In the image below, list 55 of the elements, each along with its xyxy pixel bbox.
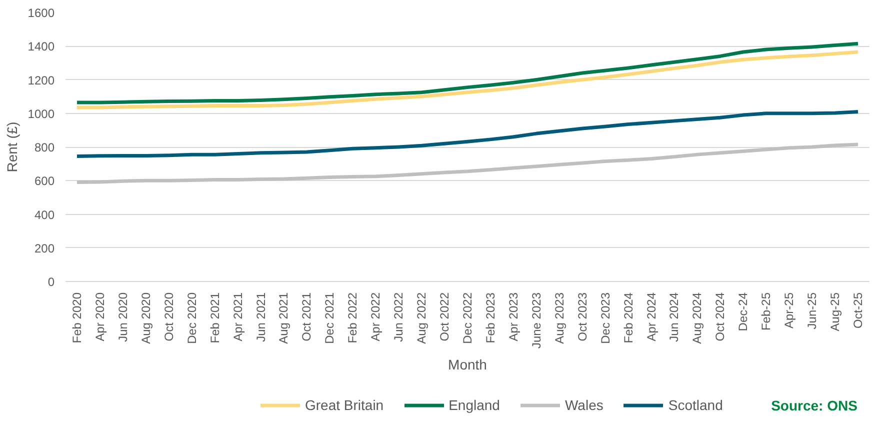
- x-tick-label: Aug 2020: [138, 292, 153, 344]
- x-tick-label: Dec 2020: [184, 292, 199, 344]
- x-tick-label: Aug 2021: [276, 292, 291, 344]
- x-tick-label: Jun 2024: [667, 292, 682, 342]
- legend-label: Great Britain: [305, 397, 384, 413]
- line-series: [75, 110, 860, 158]
- x-tick-label: Jun 2022: [392, 292, 406, 342]
- x-tick-label: Aug 2024: [690, 292, 704, 344]
- x-tick-label: Dec 2022: [460, 292, 474, 344]
- x-tick-label: Feb 2022: [346, 292, 360, 344]
- y-tick-label: 1000: [28, 106, 55, 121]
- legend-label: Wales: [564, 397, 604, 413]
- y-tick-label: 0: [48, 275, 55, 289]
- x-tick-label: Apr 2021: [230, 292, 245, 342]
- x-tick-label: Oct-25: [851, 292, 866, 329]
- x-tick-label: Jun 2021: [254, 292, 268, 342]
- x-tick-label: Feb 2024: [621, 292, 636, 344]
- line-series: [75, 50, 860, 110]
- line-series: [75, 142, 860, 184]
- y-tick-label: 1200: [28, 73, 55, 88]
- x-tick-label: Apr-25: [782, 292, 796, 329]
- x-tick-label: Apr 2024: [644, 292, 658, 342]
- x-tick-label: Oct 2021: [300, 292, 314, 342]
- x-tick-label: Oct 2024: [713, 292, 728, 342]
- x-tick-label: Dec-24: [736, 292, 750, 332]
- y-tick-label: 800: [34, 140, 55, 154]
- x-tick-label: Feb 2020: [70, 292, 84, 344]
- x-tick-label: Feb-25: [759, 292, 774, 331]
- x-tick-label: Feb 2021: [208, 292, 222, 344]
- x-tick-label: Aug-25: [828, 292, 842, 332]
- y-tick-label: 1600: [28, 6, 55, 20]
- x-tick-label: Apr 2020: [92, 292, 107, 342]
- y-tick-label: 600: [34, 174, 55, 188]
- x-tick-label: Jun-25: [805, 292, 820, 330]
- x-tick-label: Apr 2022: [368, 292, 383, 342]
- legend-label: Scotland: [668, 397, 723, 413]
- x-tick-label: Feb 2023: [483, 292, 498, 344]
- line-series: [75, 42, 860, 104]
- source-note: Source: ONS: [771, 397, 858, 414]
- x-tick-label: Oct 2022: [438, 292, 452, 342]
- x-axis-title: Month: [448, 356, 487, 373]
- y-tick-label: 1400: [28, 40, 55, 54]
- x-tick-label: June 2023: [529, 292, 544, 349]
- y-tick-label: 400: [34, 208, 55, 222]
- legend-label: England: [448, 397, 500, 413]
- x-tick-label: Jun 2020: [116, 292, 130, 342]
- x-tick-label: Dec 2021: [322, 292, 337, 344]
- x-tick-label: Aug 2022: [414, 292, 429, 344]
- y-axis-title: Rent (£): [4, 122, 20, 172]
- y-tick-label: 200: [34, 241, 55, 256]
- x-tick-label: Oct 2020: [162, 292, 176, 342]
- x-tick-label: Dec 2023: [598, 292, 612, 344]
- x-tick-label: Apr 2023: [506, 292, 520, 342]
- x-tick-label: Oct 2023: [575, 292, 590, 342]
- x-tick-label: Aug 2023: [552, 292, 566, 344]
